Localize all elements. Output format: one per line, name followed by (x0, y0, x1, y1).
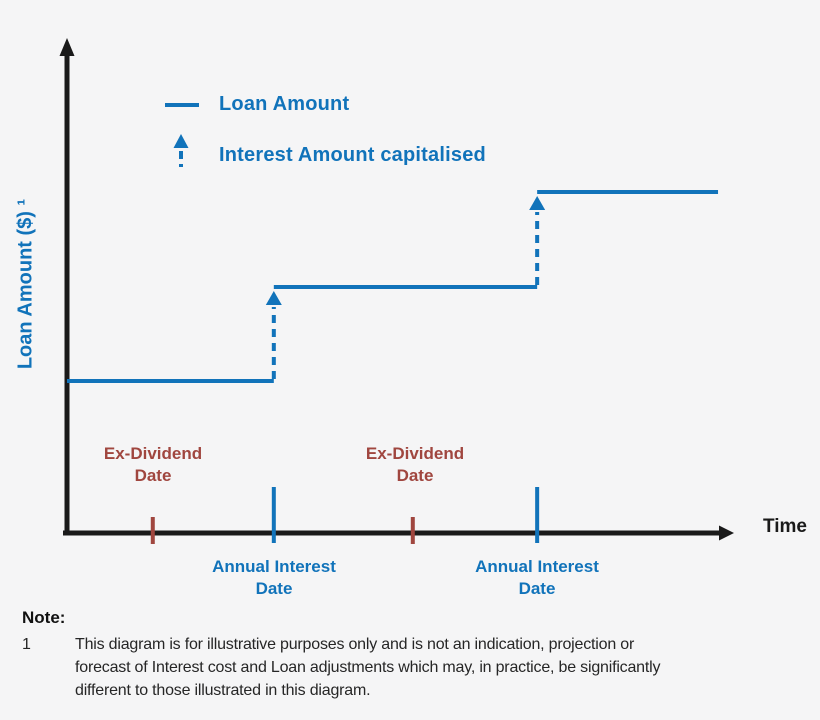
x-event-label-annual-interest-2: Annual Interest Date (475, 557, 599, 598)
note-section: Note: 1 This diagram is for illustrative… (22, 606, 797, 702)
y-axis-arrowhead (59, 38, 75, 56)
x-event-label-ex-dividend-2: Ex-Dividend Date (365, 444, 465, 485)
note-text-line: This diagram is for illustrative purpose… (75, 636, 635, 653)
note-footnote-number: 1 (22, 636, 31, 653)
note-text: This diagram is for illustrative purpose… (75, 633, 660, 702)
legend-label-loan-amount: Loan Amount (219, 93, 350, 115)
legend-capitalised-arrowhead-sample (173, 134, 189, 148)
y-axis-label: Loan Amount ($) ¹ (14, 198, 37, 370)
interest-capitalised-arrowhead (265, 290, 282, 305)
note-heading: Note: (22, 608, 66, 627)
x-event-label-annual-interest-1: Annual Interest Date (212, 557, 336, 598)
interest-capitalised-arrowhead (529, 195, 546, 210)
x-axis-label: Time (763, 516, 808, 537)
note-text-line: forecast of Interest cost and Loan adjus… (75, 659, 661, 676)
x-axis-arrowhead (719, 525, 734, 541)
note-footnote: 1 This diagram is for illustrative purpo… (22, 633, 797, 702)
note-text-line: different to those illustrated in this d… (75, 682, 371, 699)
legend-label-interest-capitalised: Interest Amount capitalised (219, 144, 486, 166)
x-event-label-ex-dividend-1: Ex-Dividend Date (103, 444, 203, 485)
